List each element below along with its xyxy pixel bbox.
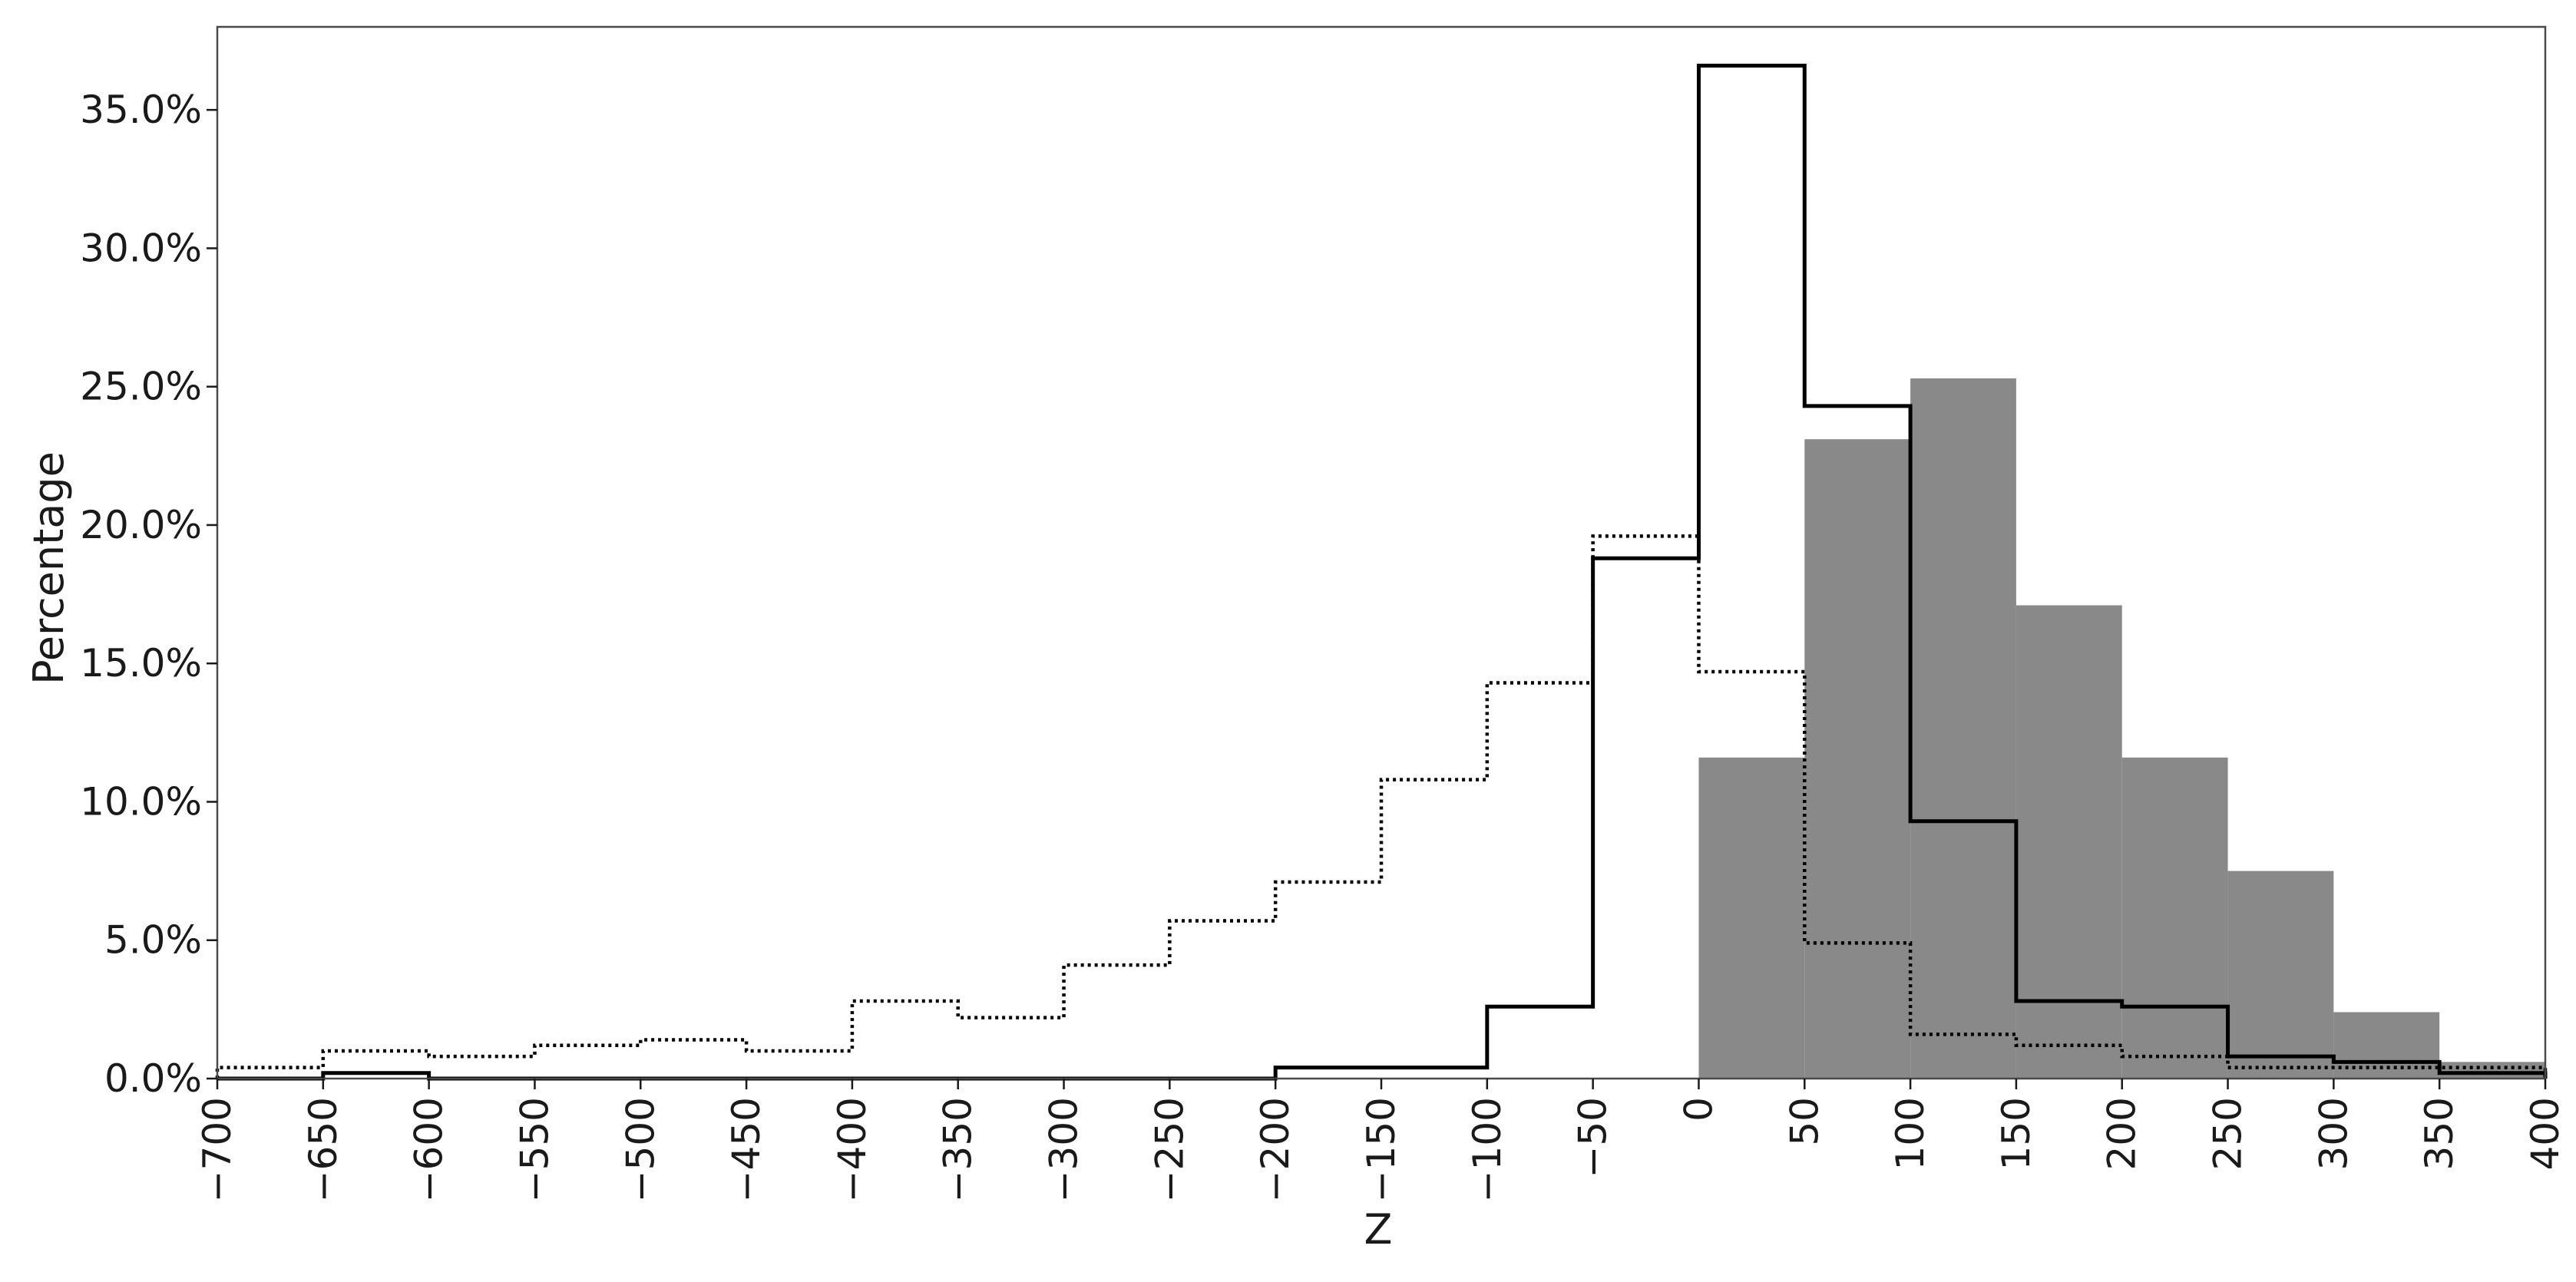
y-axis-label: Percentage — [25, 451, 73, 685]
y-tick-label: 15.0% — [80, 641, 202, 686]
x-tick-label: −400 — [830, 1097, 875, 1202]
histogram-bar — [2015, 605, 2122, 1079]
x-axis-ticks: −700 −650 −600 −550 −500 −450 −400 −350 −300 −250… — [195, 1079, 2568, 1202]
y-tick-label: 5.0% — [104, 918, 202, 963]
x-tick-label: −50 — [1571, 1097, 1615, 1178]
y-tick-label: 10.0% — [80, 779, 202, 824]
histogram-bar — [1698, 757, 1805, 1079]
x-tick-label: −100 — [1465, 1097, 1510, 1202]
x-tick-label: 100 — [1888, 1097, 1933, 1170]
y-axis-ticks: 0.0% 5.0% 10.0% 15.0% 20.0% 25.0% 30.0% 35.0% — [80, 88, 217, 1101]
x-tick-label: −200 — [1253, 1097, 1298, 1202]
x-axis-label: Z — [1364, 1205, 1393, 1254]
y-tick-label: 25.0% — [80, 365, 202, 409]
x-tick-label: −350 — [936, 1097, 980, 1202]
x-tick-label: 50 — [1782, 1097, 1827, 1146]
x-tick-label: 0 — [1676, 1097, 1721, 1122]
histogram-bar — [2121, 757, 2228, 1079]
x-tick-label: −700 — [195, 1097, 240, 1202]
x-tick-label: −600 — [407, 1097, 451, 1202]
x-tick-label: −300 — [1042, 1097, 1086, 1202]
x-tick-label: −450 — [724, 1097, 769, 1202]
x-tick-label: −150 — [1359, 1097, 1404, 1202]
x-tick-label: 350 — [2417, 1097, 2462, 1170]
x-tick-label: 150 — [1994, 1097, 2039, 1170]
x-tick-label: −500 — [618, 1097, 663, 1202]
y-tick-label: 35.0% — [80, 88, 202, 132]
x-tick-label: −550 — [512, 1097, 557, 1202]
x-tick-label: 300 — [2311, 1097, 2356, 1170]
x-tick-label: −650 — [301, 1097, 346, 1202]
y-tick-label: 30.0% — [80, 226, 202, 270]
x-tick-label: 200 — [2100, 1097, 2144, 1170]
x-tick-label: 250 — [2206, 1097, 2250, 1170]
histogram-bar — [1910, 378, 2016, 1079]
histogram-bar — [1804, 439, 1911, 1079]
x-tick-label: 400 — [2523, 1097, 2568, 1170]
y-tick-label: 20.0% — [80, 503, 202, 547]
filled-bars — [1698, 378, 2545, 1079]
x-tick-label: −250 — [1147, 1097, 1192, 1202]
histogram-bar — [2439, 1062, 2545, 1079]
y-tick-label: 0.0% — [104, 1056, 202, 1101]
histogram-bar — [2227, 871, 2334, 1079]
